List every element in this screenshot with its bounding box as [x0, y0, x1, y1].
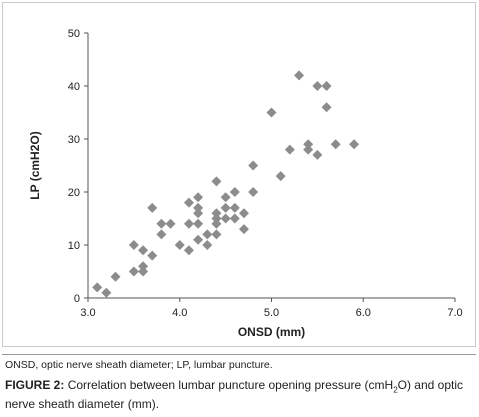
- data-point: [193, 234, 204, 245]
- data-point: [321, 81, 332, 91]
- caption-text-part1: Correlation between lumbar puncture open…: [67, 378, 394, 392]
- data-point: [284, 144, 295, 155]
- y-tick-label: 30: [68, 134, 80, 146]
- figure-label: FIGURE 2:: [5, 378, 65, 392]
- data-points: [92, 70, 360, 298]
- y-tick-label: 50: [68, 28, 80, 40]
- abbreviation-note: ONSD, optic nerve sheath diameter; LP, l…: [5, 359, 273, 371]
- data-point: [211, 176, 222, 187]
- data-point: [266, 107, 277, 118]
- data-point: [183, 245, 194, 256]
- y-tick-label: 40: [68, 81, 80, 93]
- data-point: [220, 213, 231, 224]
- data-point: [248, 187, 259, 197]
- data-point: [275, 171, 286, 182]
- data-point: [229, 187, 240, 197]
- data-point: [211, 229, 222, 240]
- scatter-chart: 0 10 20 30 40 50 3.0 4.0 5.0 6.0 7.0 ONSD (mm) LP …: [28, 28, 463, 339]
- data-point: [147, 250, 158, 261]
- x-tick-label: 6.0: [356, 307, 371, 319]
- data-point: [193, 208, 204, 219]
- data-point: [330, 139, 341, 150]
- axes: [84, 32, 456, 302]
- data-point: [128, 240, 139, 250]
- x-tick-label: 3.0: [80, 307, 95, 319]
- data-point: [147, 202, 158, 213]
- data-point: [193, 192, 204, 203]
- figure-caption: FIGURE 2: Correlation between lumbar pun…: [5, 378, 475, 412]
- data-point: [211, 218, 222, 229]
- data-point: [193, 218, 204, 229]
- data-point: [202, 240, 213, 250]
- y-axis-title: LP (cmH2O): [28, 131, 42, 199]
- data-point: [312, 81, 323, 91]
- data-point: [220, 202, 231, 213]
- data-point: [303, 144, 314, 155]
- data-point: [128, 266, 139, 277]
- x-tick-label: 7.0: [447, 307, 462, 319]
- data-point: [349, 139, 360, 150]
- data-point: [248, 160, 259, 171]
- data-point: [110, 271, 121, 282]
- data-point: [220, 192, 231, 203]
- y-tick-label: 0: [74, 293, 80, 305]
- x-axis-title: ONSD (mm): [238, 325, 305, 339]
- data-point: [238, 208, 249, 219]
- data-point: [165, 218, 176, 229]
- data-point: [92, 282, 103, 293]
- data-point: [193, 202, 204, 213]
- data-point: [211, 208, 222, 219]
- data-point: [156, 229, 167, 240]
- data-point: [183, 218, 194, 229]
- data-point: [101, 287, 112, 298]
- data-point: [138, 261, 149, 272]
- figure-frame: 0 10 20 30 40 50 3.0 4.0 5.0 6.0 7.0 ONSD (mm) LP …: [2, 2, 476, 347]
- caption-subscript: 2: [393, 385, 398, 395]
- data-point: [229, 202, 240, 213]
- x-tick-label: 4.0: [172, 307, 187, 319]
- data-point: [174, 240, 185, 250]
- data-point: [156, 218, 167, 229]
- data-point: [303, 139, 314, 150]
- caption-text-part2: O) and optic nerve sheath diameter (mm).: [5, 378, 464, 412]
- data-point: [138, 245, 149, 256]
- tick-labels: 0 10 20 30 40 50 3.0 4.0 5.0 6.0 7.0: [68, 28, 463, 319]
- data-point: [183, 197, 194, 208]
- data-point: [138, 266, 149, 277]
- y-tick-label: 10: [68, 240, 80, 252]
- y-tick-label: 20: [68, 187, 80, 199]
- x-tick-label: 5.0: [264, 307, 279, 319]
- data-point: [211, 213, 222, 224]
- data-point: [321, 102, 332, 113]
- data-point: [229, 213, 240, 224]
- data-point: [202, 229, 213, 240]
- data-point: [238, 224, 249, 235]
- caption-divider: [2, 354, 476, 355]
- data-point: [312, 149, 323, 160]
- data-point: [294, 70, 305, 81]
